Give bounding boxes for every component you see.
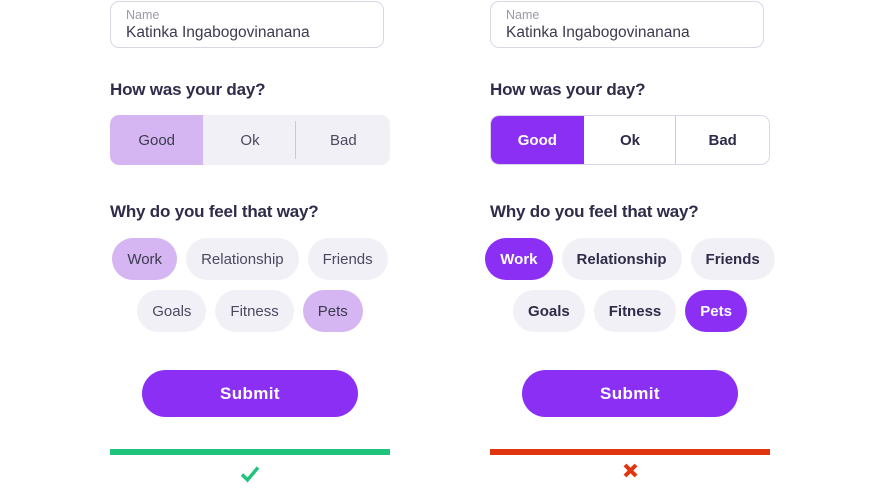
segment-ok[interactable]: Ok bbox=[203, 115, 296, 165]
name-field: Name bbox=[110, 1, 384, 48]
reason-chips-row-2: Goals Fitness Pets bbox=[110, 290, 390, 332]
day-question-heading: How was your day? bbox=[490, 80, 646, 99]
day-rating-segmented-control: Good Ok Bad bbox=[110, 115, 390, 165]
reason-question-heading: Why do you feel that way? bbox=[110, 202, 319, 221]
chip-work[interactable]: Work bbox=[112, 238, 178, 280]
example-panel-pass: Name How was your day? Good Ok Bad Why d… bbox=[110, 0, 390, 502]
segment-divider bbox=[295, 121, 297, 159]
chip-fitness[interactable]: Fitness bbox=[215, 290, 294, 332]
chip-pets[interactable]: Pets bbox=[685, 290, 747, 332]
chip-pets[interactable]: Pets bbox=[302, 290, 363, 332]
reason-chips-row-1: Work Relationship Friends bbox=[110, 238, 390, 280]
name-field-label: Name bbox=[126, 8, 160, 22]
chip-friends[interactable]: Friends bbox=[690, 238, 775, 280]
segment-ok[interactable]: Ok bbox=[584, 116, 677, 164]
segment-good[interactable]: Good bbox=[110, 115, 204, 165]
day-rating-segmented-control: Good Ok Bad bbox=[490, 115, 770, 165]
example-panel-fail: Name How was your day? Good Ok Bad Why d… bbox=[485, 0, 775, 502]
submit-button[interactable]: Submit bbox=[142, 370, 358, 417]
chip-goals[interactable]: Goals bbox=[137, 290, 207, 332]
success-check-icon bbox=[110, 462, 390, 486]
reason-chips-row-2: Goals Fitness Pets bbox=[490, 290, 770, 332]
segment-bad[interactable]: Bad bbox=[297, 115, 390, 165]
chip-goals[interactable]: Goals bbox=[513, 290, 585, 332]
submit-button[interactable]: Submit bbox=[522, 370, 738, 417]
error-x-icon bbox=[490, 462, 770, 479]
name-input[interactable] bbox=[126, 23, 368, 42]
name-input[interactable] bbox=[506, 23, 748, 42]
segment-good[interactable]: Good bbox=[491, 116, 584, 164]
chip-relationship[interactable]: Relationship bbox=[186, 238, 299, 280]
chip-relationship[interactable]: Relationship bbox=[561, 238, 682, 280]
day-question-heading: How was your day? bbox=[110, 80, 266, 99]
name-field-label: Name bbox=[506, 8, 540, 22]
chip-work[interactable]: Work bbox=[485, 238, 553, 280]
chip-friends[interactable]: Friends bbox=[307, 238, 388, 280]
segment-bad[interactable]: Bad bbox=[676, 116, 769, 164]
result-underline-pass bbox=[110, 449, 390, 455]
name-field: Name bbox=[490, 1, 764, 48]
result-underline-fail bbox=[490, 449, 770, 455]
chip-fitness[interactable]: Fitness bbox=[593, 290, 677, 332]
reason-chips-row-1: Work Relationship Friends bbox=[485, 238, 775, 280]
reason-question-heading: Why do you feel that way? bbox=[490, 202, 699, 221]
segment-divider bbox=[675, 116, 677, 164]
